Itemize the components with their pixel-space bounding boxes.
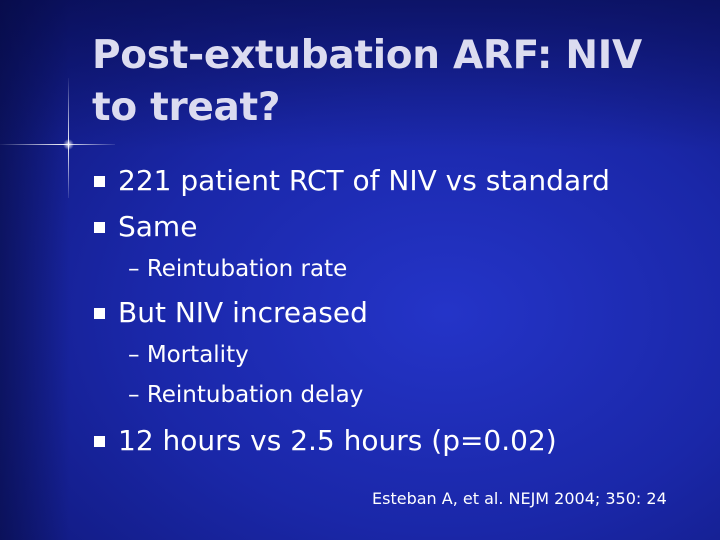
bullet-text: 221 patient RCT of NIV vs standard [118, 164, 610, 197]
bullet-text: Same [118, 210, 198, 243]
sub-bullet: – Reintubation rate [128, 254, 347, 284]
sub-bullet: – Mortality [128, 340, 249, 370]
sub-bullet-text: Mortality [146, 342, 249, 368]
square-bullet-icon [94, 436, 105, 447]
bullet-text: 12 hours vs 2.5 hours (p=0.02) [118, 424, 557, 457]
square-bullet-icon [94, 308, 105, 319]
sub-bullet: – Reintubation delay [128, 380, 363, 410]
bullet-text: But NIV increased [118, 296, 368, 329]
slide-title: Post-extubation ARF: NIV to treat? [92, 33, 642, 130]
decorative-crosshair-horizontal [0, 144, 115, 145]
background-shade-top [0, 0, 720, 150]
sub-bullet-text: Reintubation delay [146, 382, 364, 408]
decorative-crosshair-glow [63, 139, 74, 150]
citation: Esteban A, et al. NEJM 2004; 350: 24 [372, 489, 667, 508]
dash-marker: – [128, 382, 140, 408]
square-bullet-icon [94, 176, 105, 187]
square-bullet-icon [94, 222, 105, 233]
decorative-crosshair-vertical [68, 78, 69, 198]
dash-marker: – [128, 256, 140, 282]
sub-bullet-text: Reintubation rate [146, 256, 348, 282]
dash-marker: – [128, 342, 140, 368]
